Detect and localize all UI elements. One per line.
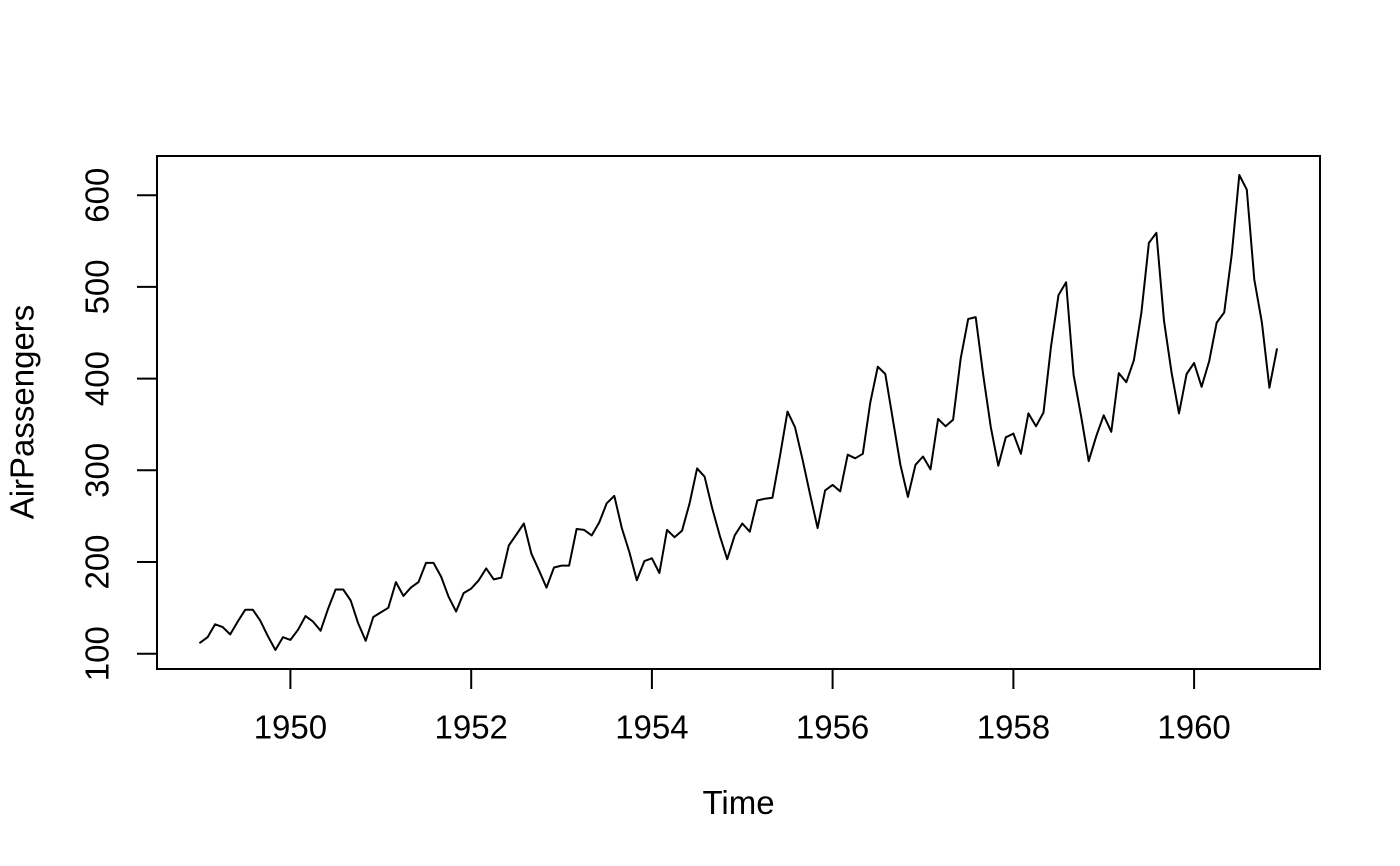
data-line	[199, 174, 1278, 651]
x-axis-tick-label: 1960	[1157, 709, 1230, 746]
x-axis-tick-label: 1958	[977, 709, 1050, 746]
y-axis-tick-label: 200	[79, 534, 116, 589]
y-axis-tick-label: 600	[79, 168, 116, 223]
y-axis-tick-label: 100	[79, 626, 116, 681]
y-axis-tick-label: 500	[79, 259, 116, 314]
plot-box	[156, 155, 1321, 670]
y-axis-title: AirPassengers	[3, 304, 41, 520]
x-axis-tick-label: 1950	[254, 709, 327, 746]
y-axis-tick-label: 300	[79, 443, 116, 498]
x-axis-tick-label: 1956	[796, 709, 869, 746]
x-axis-tick-label: 1952	[434, 709, 507, 746]
y-axis-tick-label: 400	[79, 351, 116, 406]
x-axis-title: Time	[702, 784, 775, 821]
x-axis-tick-label: 1954	[615, 709, 688, 746]
